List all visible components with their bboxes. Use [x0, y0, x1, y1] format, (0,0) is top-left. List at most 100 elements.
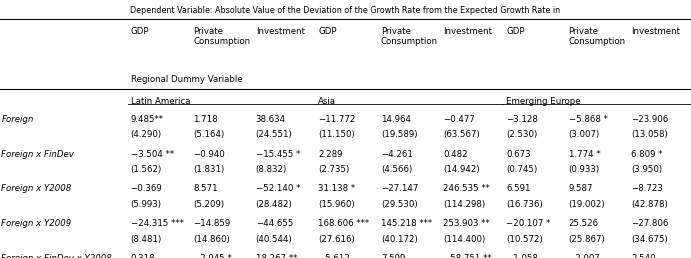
- Text: −23.906: −23.906: [631, 115, 668, 124]
- Text: GDP: GDP: [131, 27, 149, 36]
- Text: (42.878): (42.878): [631, 200, 668, 209]
- Text: Foreign x Y2008: Foreign x Y2008: [1, 184, 72, 194]
- Text: (114.298): (114.298): [444, 200, 486, 209]
- Text: (3.950): (3.950): [631, 165, 662, 174]
- Text: −1.058: −1.058: [506, 254, 538, 258]
- Text: Foreign x FinDev: Foreign x FinDev: [1, 150, 74, 159]
- Text: −14.859: −14.859: [193, 219, 230, 228]
- Text: (29.530): (29.530): [381, 200, 417, 209]
- Text: −20.107 *: −20.107 *: [506, 219, 551, 228]
- Text: (10.572): (10.572): [506, 235, 543, 244]
- Text: Investment: Investment: [256, 27, 305, 36]
- Text: Regional Dummy Variable: Regional Dummy Variable: [131, 75, 243, 84]
- Text: 2.289: 2.289: [319, 150, 343, 159]
- Text: 2.540: 2.540: [631, 254, 656, 258]
- Text: 6.809 *: 6.809 *: [631, 150, 663, 159]
- Text: 1.774 *: 1.774 *: [569, 150, 600, 159]
- Text: (40.172): (40.172): [381, 235, 417, 244]
- Text: Investment: Investment: [631, 27, 680, 36]
- Text: 6.591: 6.591: [506, 184, 531, 194]
- Text: 25.526: 25.526: [569, 219, 598, 228]
- Text: (34.675): (34.675): [631, 235, 668, 244]
- Text: −2.945 *: −2.945 *: [193, 254, 232, 258]
- Text: (0.933): (0.933): [569, 165, 600, 174]
- Text: 253.903 **: 253.903 **: [444, 219, 490, 228]
- Text: (63.567): (63.567): [444, 130, 480, 139]
- Text: 14.964: 14.964: [381, 115, 411, 124]
- Text: Asia: Asia: [319, 97, 337, 106]
- Text: −8.723: −8.723: [631, 184, 663, 194]
- Text: Foreign: Foreign: [1, 115, 34, 124]
- Text: Investment: Investment: [444, 27, 493, 36]
- Text: (5.164): (5.164): [193, 130, 225, 139]
- Text: −58.751 **: −58.751 **: [444, 254, 492, 258]
- Text: (5.993): (5.993): [131, 200, 162, 209]
- Text: (1.831): (1.831): [193, 165, 225, 174]
- Text: 168.606 ***: 168.606 ***: [319, 219, 370, 228]
- Text: 145.218 ***: 145.218 ***: [381, 219, 432, 228]
- Text: Private
Consumption: Private Consumption: [569, 27, 626, 46]
- Text: (1.562): (1.562): [131, 165, 162, 174]
- Text: GDP: GDP: [506, 27, 524, 36]
- Text: −0.940: −0.940: [193, 150, 225, 159]
- Text: 1.718: 1.718: [193, 115, 218, 124]
- Text: Private
Consumption: Private Consumption: [193, 27, 250, 46]
- Text: (40.544): (40.544): [256, 235, 292, 244]
- Text: (24.551): (24.551): [256, 130, 292, 139]
- Text: (16.736): (16.736): [506, 200, 543, 209]
- Text: (14.860): (14.860): [193, 235, 230, 244]
- Text: (4.290): (4.290): [131, 130, 162, 139]
- Text: −27.806: −27.806: [631, 219, 669, 228]
- Text: (2.735): (2.735): [319, 165, 350, 174]
- Text: −0.369: −0.369: [131, 184, 162, 194]
- Text: Foreign x Y2009: Foreign x Y2009: [1, 219, 72, 228]
- Text: (8.481): (8.481): [131, 235, 162, 244]
- Text: −5.868 *: −5.868 *: [569, 115, 607, 124]
- Text: 0.482: 0.482: [444, 150, 468, 159]
- Text: −4.261: −4.261: [381, 150, 413, 159]
- Text: −15.455 *: −15.455 *: [256, 150, 300, 159]
- Text: 38.634: 38.634: [256, 115, 286, 124]
- Text: Latin America: Latin America: [131, 97, 190, 106]
- Text: −44.655: −44.655: [256, 219, 293, 228]
- Text: Private
Consumption: Private Consumption: [381, 27, 438, 46]
- Text: 31.138 *: 31.138 *: [319, 184, 355, 194]
- Text: (4.566): (4.566): [381, 165, 412, 174]
- Text: 9.587: 9.587: [569, 184, 593, 194]
- Text: −3.504 **: −3.504 **: [131, 150, 173, 159]
- Text: (27.616): (27.616): [319, 235, 355, 244]
- Text: 0.318: 0.318: [131, 254, 155, 258]
- Text: (19.589): (19.589): [381, 130, 417, 139]
- Text: 18.267 **: 18.267 **: [256, 254, 297, 258]
- Text: −0.477: −0.477: [444, 115, 475, 124]
- Text: −11.772: −11.772: [319, 115, 356, 124]
- Text: (11.150): (11.150): [319, 130, 355, 139]
- Text: (13.058): (13.058): [631, 130, 668, 139]
- Text: (2.530): (2.530): [506, 130, 538, 139]
- Text: (14.942): (14.942): [444, 165, 480, 174]
- Text: 246.535 **: 246.535 **: [444, 184, 491, 194]
- Text: (114.400): (114.400): [444, 235, 486, 244]
- Text: (19.002): (19.002): [569, 200, 605, 209]
- Text: (28.482): (28.482): [256, 200, 292, 209]
- Text: 8.571: 8.571: [193, 184, 218, 194]
- Text: −24.315 ***: −24.315 ***: [131, 219, 184, 228]
- Text: −27.147: −27.147: [381, 184, 418, 194]
- Text: Foreign x FinDev x Y2008: Foreign x FinDev x Y2008: [1, 254, 112, 258]
- Text: (0.745): (0.745): [506, 165, 538, 174]
- Text: 0.673: 0.673: [506, 150, 531, 159]
- Text: Dependent Variable: Absolute Value of the Deviation of the Growth Rate from the : Dependent Variable: Absolute Value of th…: [131, 6, 560, 15]
- Text: −3.128: −3.128: [506, 115, 538, 124]
- Text: (25.867): (25.867): [569, 235, 605, 244]
- Text: (5.209): (5.209): [193, 200, 225, 209]
- Text: 7.599: 7.599: [381, 254, 405, 258]
- Text: Emerging Europe: Emerging Europe: [506, 97, 580, 106]
- Text: −2.007: −2.007: [569, 254, 600, 258]
- Text: −52.140 *: −52.140 *: [256, 184, 300, 194]
- Text: (15.960): (15.960): [319, 200, 355, 209]
- Text: −5.612: −5.612: [319, 254, 350, 258]
- Text: (8.832): (8.832): [256, 165, 287, 174]
- Text: 9.485**: 9.485**: [131, 115, 164, 124]
- Text: (3.007): (3.007): [569, 130, 600, 139]
- Text: GDP: GDP: [319, 27, 337, 36]
